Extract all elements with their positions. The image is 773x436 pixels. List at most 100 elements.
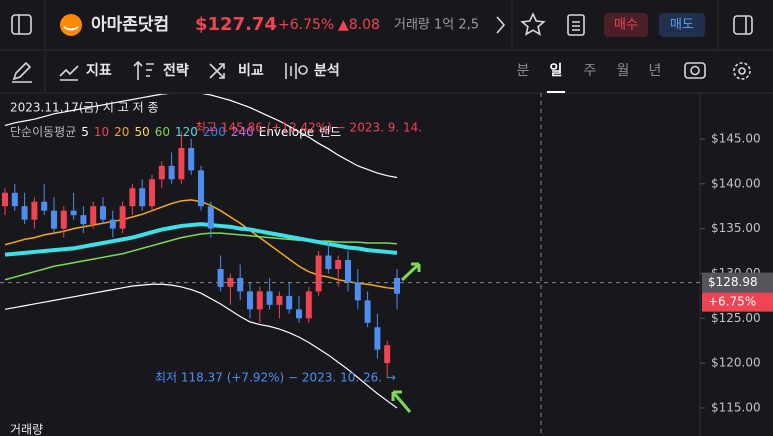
- candle-body: [305, 291, 312, 319]
- candle-body: [70, 210, 77, 216]
- candle-body: [315, 255, 322, 292]
- legend-entry: 240: [231, 125, 254, 139]
- tool-label[interactable]: 전략: [163, 62, 189, 79]
- logo-smile: [63, 26, 79, 31]
- buy-label: 매수: [614, 18, 638, 33]
- candle-body: [335, 260, 342, 269]
- y-tick-label: $120.00: [711, 356, 761, 370]
- analysis-icon-lens: [298, 65, 308, 75]
- legend-entry: 120: [175, 125, 198, 139]
- legend-entry: 200: [203, 125, 226, 139]
- y-tick-label: $115.00: [711, 400, 761, 414]
- candle-body: [237, 277, 244, 292]
- period-tab[interactable]: 주: [584, 63, 597, 79]
- candle-body: [60, 210, 67, 229]
- candle-body: [188, 147, 195, 171]
- camera-lens: [690, 65, 700, 76]
- stock-price: $127.74: [195, 14, 277, 35]
- candle-body: [129, 188, 136, 207]
- period-tab[interactable]: 분: [517, 63, 530, 79]
- legend-entry: 50: [134, 125, 149, 139]
- legend: 단순이동평균 5 10 20 50 60 120 200 240 Envelope 밴드: [10, 125, 341, 139]
- strategy-icon: [133, 60, 154, 80]
- analysis-icon: [285, 63, 297, 79]
- candle-body: [31, 201, 38, 220]
- plot-area: [2, 94, 400, 409]
- candle-body: [198, 170, 204, 207]
- note-lines: [572, 21, 580, 31]
- annotation: 최저 118.37 (+7.92%) − 2023. 10. 26. →: [155, 371, 396, 385]
- candle-body: [119, 206, 126, 229]
- legend-entry: 10: [94, 125, 109, 139]
- indicator-icon: [59, 65, 79, 81]
- candle-body: [384, 345, 391, 364]
- candle-body: [364, 300, 371, 323]
- date-label: 2023.11.17(금) 시 고 저 종: [10, 101, 159, 115]
- change: ▲8.08: [338, 17, 380, 33]
- candle-body: [41, 201, 48, 211]
- moving-average: [4, 222, 398, 257]
- candle-body: [345, 260, 351, 283]
- period-tab[interactable]: 년: [649, 63, 662, 79]
- stock-logo: [60, 14, 82, 36]
- camera-icon[interactable]: [684, 62, 706, 79]
- candle-body: [247, 291, 253, 310]
- candle-body: [394, 277, 400, 294]
- tool-label[interactable]: 지표: [86, 63, 112, 79]
- volume-label: 거래량: [10, 423, 43, 436]
- candle-body: [2, 192, 8, 207]
- candle-body: [11, 192, 18, 207]
- candle-body: [21, 206, 28, 220]
- stock-name: 아마존닷컴: [91, 14, 169, 35]
- crosshair-change: +6.75%: [708, 295, 756, 309]
- candle-body: [217, 268, 224, 287]
- pointer-arrow: [391, 390, 412, 413]
- favorite-icon[interactable]: [520, 12, 546, 36]
- note-icon[interactable]: [567, 14, 585, 36]
- change-pct: +6.75%: [278, 17, 334, 33]
- expand-arrow[interactable]: [496, 16, 506, 34]
- candle-body: [276, 295, 283, 305]
- y-tick-label: $135.00: [711, 221, 761, 235]
- envelope-upper: [4, 94, 398, 179]
- candle-body: [325, 255, 332, 269]
- crosshair-change-box: [702, 292, 773, 312]
- candle-body: [256, 291, 263, 310]
- y-tick-label: $140.00: [711, 176, 761, 190]
- sidebar-icon[interactable]: [733, 15, 753, 35]
- candle-body: [51, 210, 57, 229]
- pointer-arrow: [400, 262, 421, 282]
- period-tab[interactable]: 월: [617, 63, 630, 79]
- y-tick-label: $125.00: [711, 311, 761, 325]
- tool-label[interactable]: 분석: [314, 63, 340, 79]
- buy-button[interactable]: [604, 13, 648, 37]
- candle-body: [207, 206, 214, 229]
- legend-entry: 20: [114, 125, 129, 139]
- legend-entry: Envelope: [259, 125, 314, 139]
- candle-body: [158, 165, 165, 180]
- candle-body: [286, 295, 293, 310]
- period-tab[interactable]: 일: [550, 63, 563, 79]
- legend-entry: 밴드: [319, 125, 341, 139]
- legend-entry: 5: [81, 125, 89, 139]
- annotation: 최고 145.86 (+12.42%) − 2023. 9. 14.: [195, 121, 422, 135]
- candle-body: [227, 277, 234, 287]
- tool-label[interactable]: 비교: [238, 63, 264, 79]
- compare-icon: [209, 63, 225, 79]
- candle-body: [139, 188, 146, 207]
- settings-center: [738, 67, 746, 75]
- volume: 거래량 1억 2,5: [394, 18, 479, 33]
- settings-icon[interactable]: [733, 62, 751, 80]
- candle-body: [100, 206, 106, 220]
- legend-entry: 60: [155, 125, 170, 139]
- candle-body: [266, 291, 273, 305]
- menu-icon[interactable]: [11, 14, 32, 35]
- candle-body: [374, 327, 381, 350]
- header-info: 아마존닷컴 $127.74 +6.75% ▲8.08 거래량 1억 2,5: [91, 14, 479, 35]
- envelope-lower: [4, 283, 398, 409]
- candle-body: [149, 179, 155, 207]
- draw-icon[interactable]: [12, 61, 32, 83]
- sell-button[interactable]: [659, 13, 705, 37]
- candle-body: [296, 309, 302, 319]
